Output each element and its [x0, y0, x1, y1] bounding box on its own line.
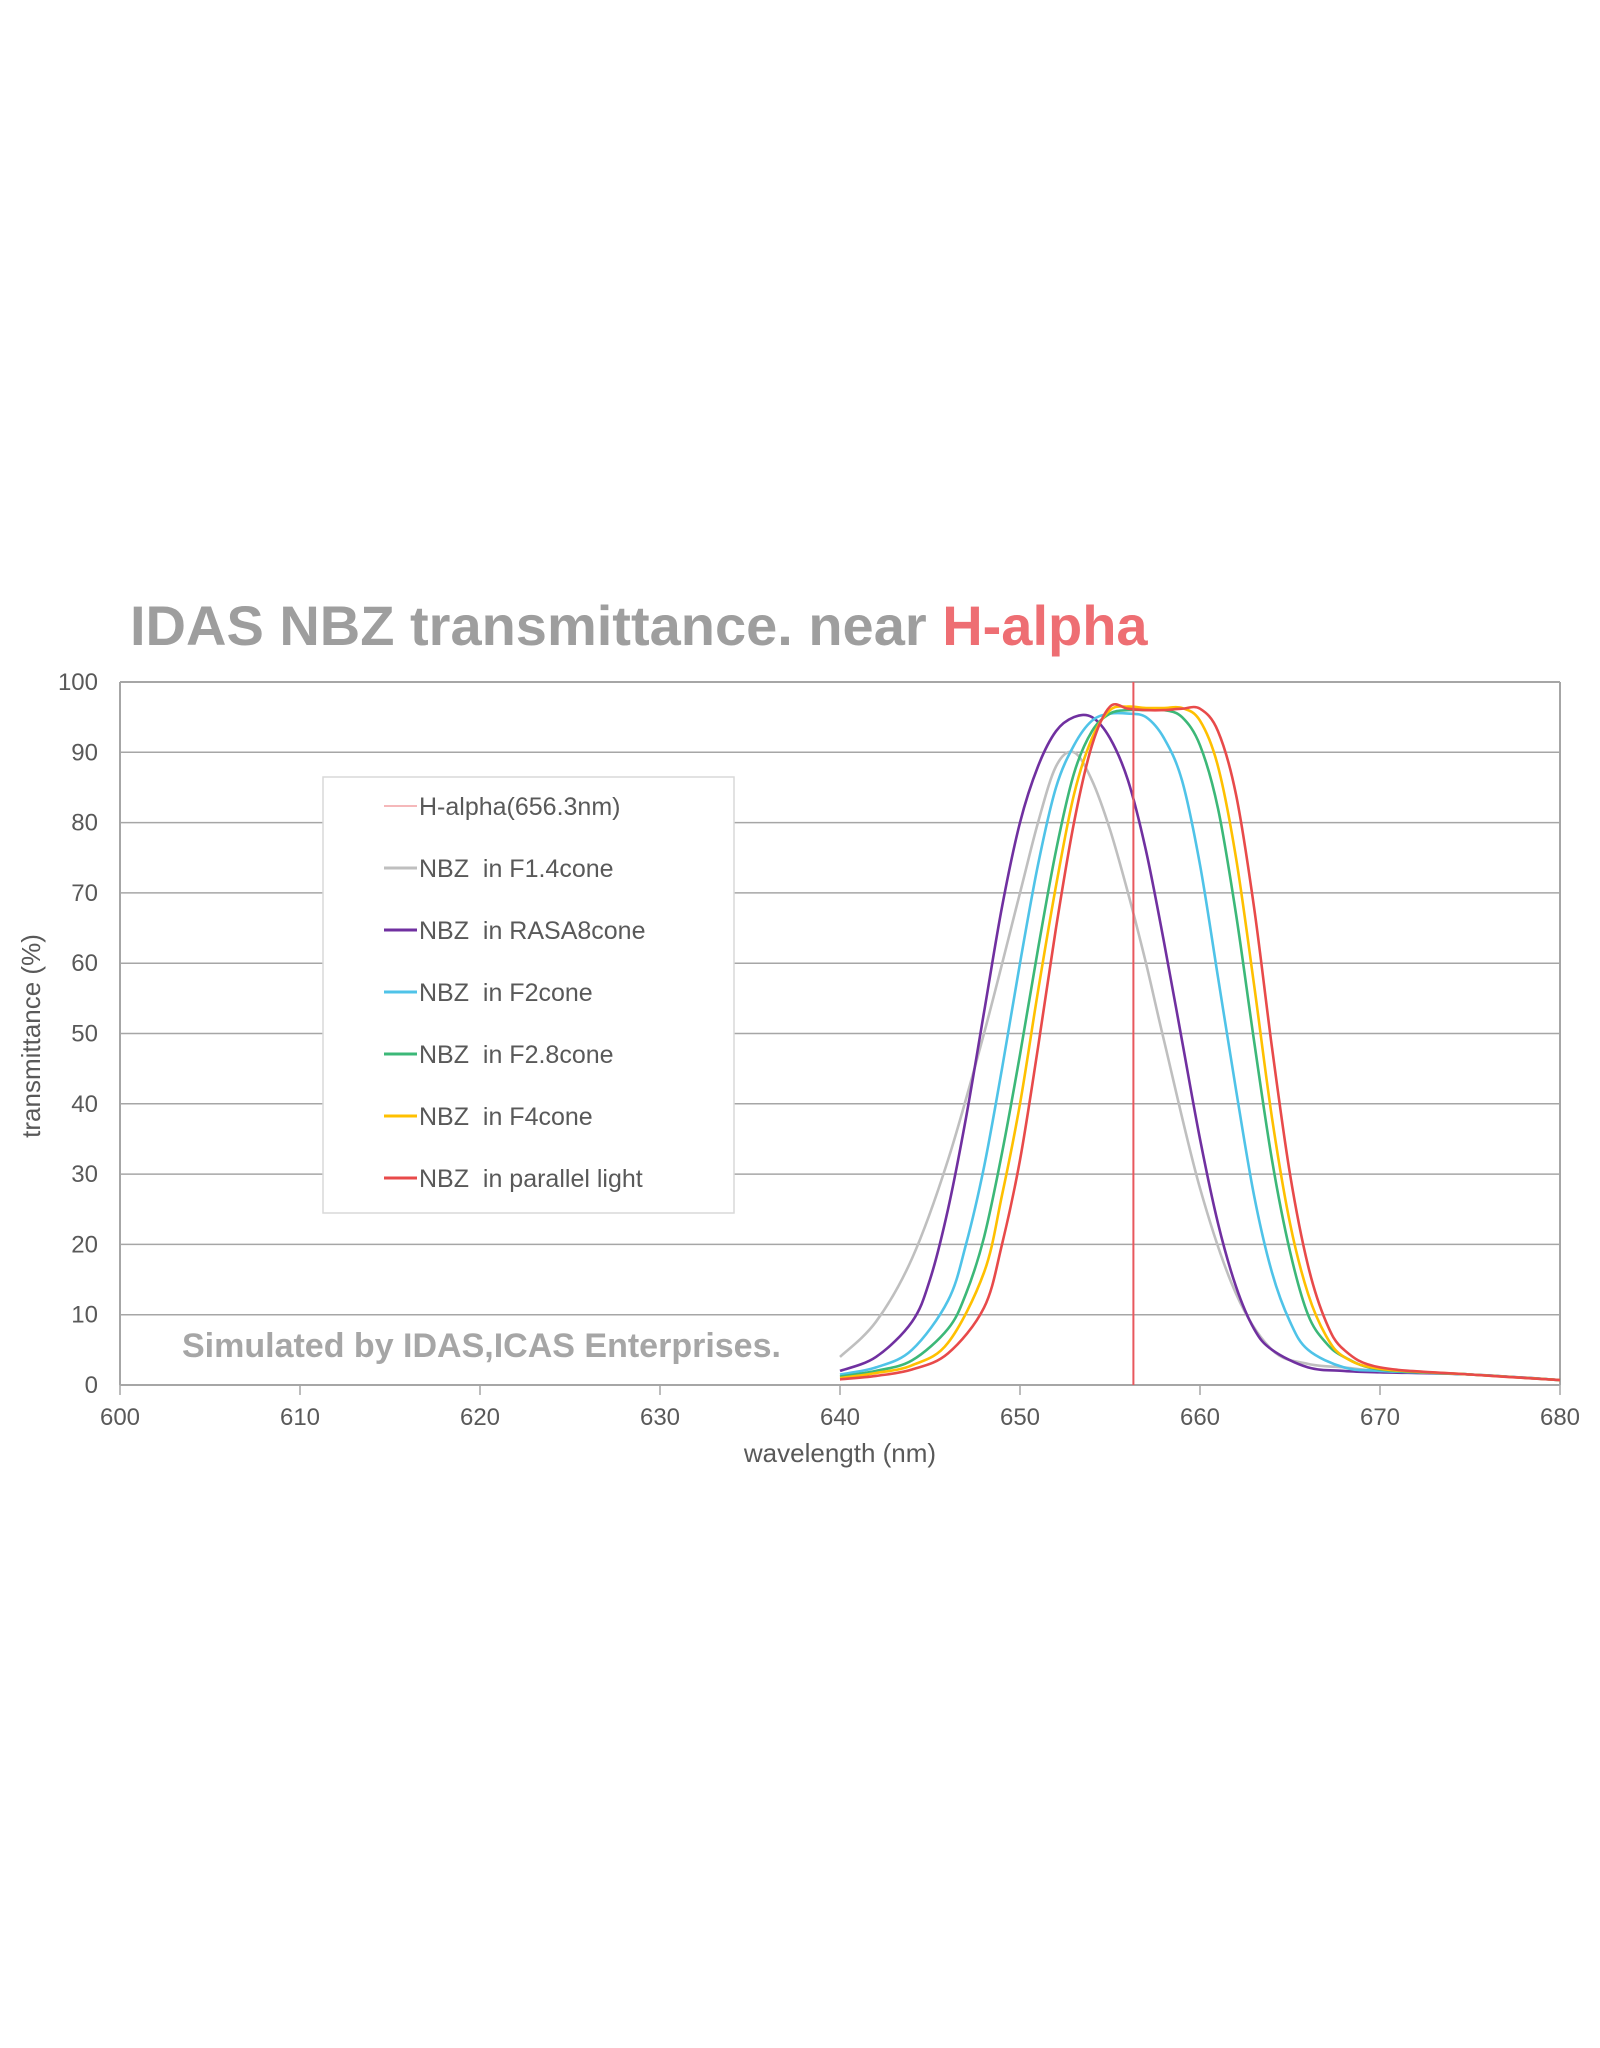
series-line-3	[839, 708, 1561, 1382]
y-tick-label-50: 50	[71, 1021, 98, 1048]
y-axis-ticks: 0 10 20 30 40 50 60 70 80 90 100	[58, 669, 98, 1399]
x-axis-ticks: 600 610 620 630 640 650 660 670 680	[100, 1385, 1580, 1431]
y-tick-label-30: 30	[71, 1161, 98, 1188]
x-tick-label-650: 650	[1000, 1404, 1040, 1431]
y-tick-label-0: 0	[85, 1372, 98, 1399]
legend-label-4: NBZ in F2.8cone	[419, 1041, 614, 1069]
y-tick-label-60: 60	[71, 950, 98, 977]
legend-box	[322, 776, 735, 1214]
series-line-1	[839, 713, 1561, 1382]
series-lines	[839, 702, 1561, 1382]
series-line-5	[839, 702, 1561, 1382]
x-tick-label-640: 640	[820, 1404, 860, 1431]
legend-label-6: NBZ in parallel light	[419, 1165, 643, 1193]
plot-frame	[119, 681, 1561, 1386]
legend-label-2: NBZ in RASA8cone	[419, 917, 646, 945]
legend-label-5: NBZ in F4cone	[419, 1103, 593, 1131]
legend-label-0: H-alpha(656.3nm)	[419, 793, 621, 821]
x-tick-label-610: 610	[280, 1404, 320, 1431]
y-tick-label-80: 80	[71, 810, 98, 837]
chart-title-accent: H-alpha	[942, 594, 1148, 657]
y-tick-label-100: 100	[58, 669, 98, 696]
y-tick-label-20: 20	[71, 1231, 98, 1258]
x-tick-label-670: 670	[1360, 1404, 1400, 1431]
x-tick-label-620: 620	[460, 1404, 500, 1431]
chart-title-main: IDAS NBZ transmittance. near	[130, 594, 942, 657]
series-line-0	[839, 750, 1561, 1382]
x-axis-label: wavelength (nm)	[743, 1438, 936, 1468]
series-line-4	[839, 705, 1561, 1382]
x-tick-label-680: 680	[1540, 1404, 1580, 1431]
chart-legend: H-alpha(656.3nm) NBZ in F1.4cone NBZ in RA…	[322, 776, 735, 1214]
chart-title: IDAS NBZ transmittance. near H-alpha	[130, 594, 1148, 657]
x-tick-label-600: 600	[100, 1404, 140, 1431]
legend-entries: H-alpha(656.3nm) NBZ in F1.4cone NBZ in RA…	[384, 793, 646, 1193]
x-tick-label-630: 630	[640, 1404, 680, 1431]
y-axis-label: transmittance (%)	[16, 934, 46, 1138]
series-line-2	[839, 711, 1561, 1382]
y-tick-label-10: 10	[71, 1302, 98, 1329]
legend-label-3: NBZ in F2cone	[419, 979, 593, 1007]
y-tick-label-40: 40	[71, 1091, 98, 1118]
x-tick-label-660: 660	[1180, 1404, 1220, 1431]
y-tick-label-70: 70	[71, 880, 98, 907]
simulation-credit-annotation: Simulated by IDAS,ICAS Enterprises.	[182, 1327, 781, 1365]
legend-label-1: NBZ in F1.4cone	[419, 855, 614, 883]
y-tick-label-90: 90	[71, 739, 98, 766]
